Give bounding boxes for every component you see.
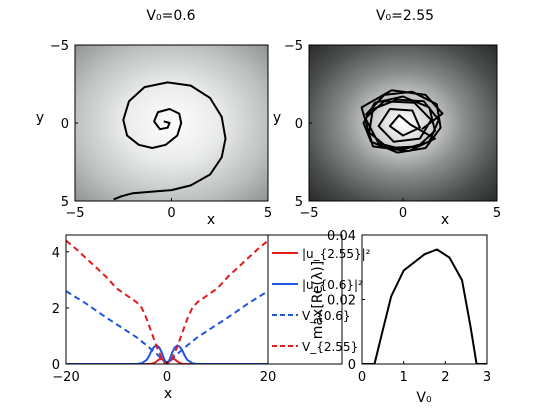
panel-title: V₀=0.6 — [146, 8, 195, 24]
y-tick-label: 0 — [52, 358, 60, 373]
x-tick-label: 0 — [399, 206, 407, 221]
series-line-0 — [66, 357, 268, 364]
x-tick-label: 3 — [483, 370, 491, 385]
y-axis-label: y — [273, 110, 281, 126]
legend-label: V_{0.6} — [302, 309, 351, 323]
y-axis-label: max[Re(λ)] — [310, 261, 326, 339]
series-line-2 — [66, 290, 268, 364]
x-tick-label: 5 — [264, 206, 272, 221]
x-tick-label: 1 — [400, 370, 408, 385]
y-tick-label: 5 — [61, 195, 69, 210]
x-axis-label: x — [164, 386, 172, 402]
legend-box — [267, 234, 343, 365]
tick-labels: 0 1 2 3 0 0.02 0.04 — [327, 229, 491, 385]
x-tick-label: 2 — [441, 370, 449, 385]
trajectory-line — [113, 81, 227, 201]
x-tick-label: 0 — [167, 206, 175, 221]
heatmap-background — [75, 45, 268, 201]
series-layer — [66, 239, 268, 364]
panel-heatmap-v0-0.6: V₀=0.6 x y −5 0 5−505 — [36, 8, 272, 228]
y-tick-label: −5 — [50, 39, 69, 54]
legend-label: |u_{0.6}|² — [302, 278, 363, 292]
x-tick-label: −5 — [65, 206, 84, 221]
tick-labels: −5 0 5−505 — [50, 39, 272, 221]
legend-entries: |u_{2.55}|² |u_{0.6}|² V_{0.6} V_{2.55} — [272, 247, 371, 354]
plot-frame — [65, 234, 269, 365]
y-tick-label: 0 — [348, 358, 356, 373]
x-tick-label: 0 — [163, 370, 171, 385]
x-tick-label: 0 — [358, 370, 366, 385]
series-line-3 — [66, 239, 268, 364]
x-axis-label: x — [207, 212, 215, 228]
x-axis-label: x — [441, 212, 449, 228]
panel-title: V₀=2.55 — [376, 8, 434, 24]
x-tick-label: 5 — [493, 206, 501, 221]
panel-heatmap-v0-2.55: V₀=2.55 x y −5 0 5−505 — [273, 8, 501, 228]
series-line-1 — [66, 344, 268, 364]
legend-label: |u_{2.55}|² — [302, 247, 371, 261]
heatmap-background — [309, 45, 497, 201]
x-tick-label: 20 — [260, 370, 277, 385]
legend: |u_{2.55}|² |u_{0.6}|² V_{0.6} V_{2.55} — [267, 234, 371, 365]
y-tick-label: 2 — [52, 302, 60, 317]
y-axis-label: y — [36, 110, 44, 126]
y-tick-label: 4 — [52, 246, 60, 261]
series-layer — [362, 248, 487, 364]
trajectory-layer — [360, 89, 444, 154]
y-tick-label: −5 — [284, 39, 303, 54]
trajectory-line — [360, 89, 444, 154]
trajectory-layer — [113, 81, 227, 201]
y-tick-label: 5 — [295, 195, 303, 210]
y-tick-label: 0 — [61, 117, 69, 132]
panel-growth-rate: V₀ max[Re(λ)] 0 1 2 3 0 0.02 0.04 — [310, 229, 491, 406]
y-tick-label: 0 — [295, 117, 303, 132]
legend-label: V_{2.55} — [302, 340, 358, 354]
x-tick-label: −5 — [299, 206, 318, 221]
y-tick-label: 0.04 — [327, 229, 356, 244]
x-axis-label: V₀ — [416, 390, 432, 406]
series-line-0 — [362, 248, 487, 364]
y-tick-label: 0.02 — [327, 294, 356, 309]
tick-labels: −5 0 5−505 — [284, 39, 501, 221]
x-tick-label: −20 — [52, 370, 79, 385]
